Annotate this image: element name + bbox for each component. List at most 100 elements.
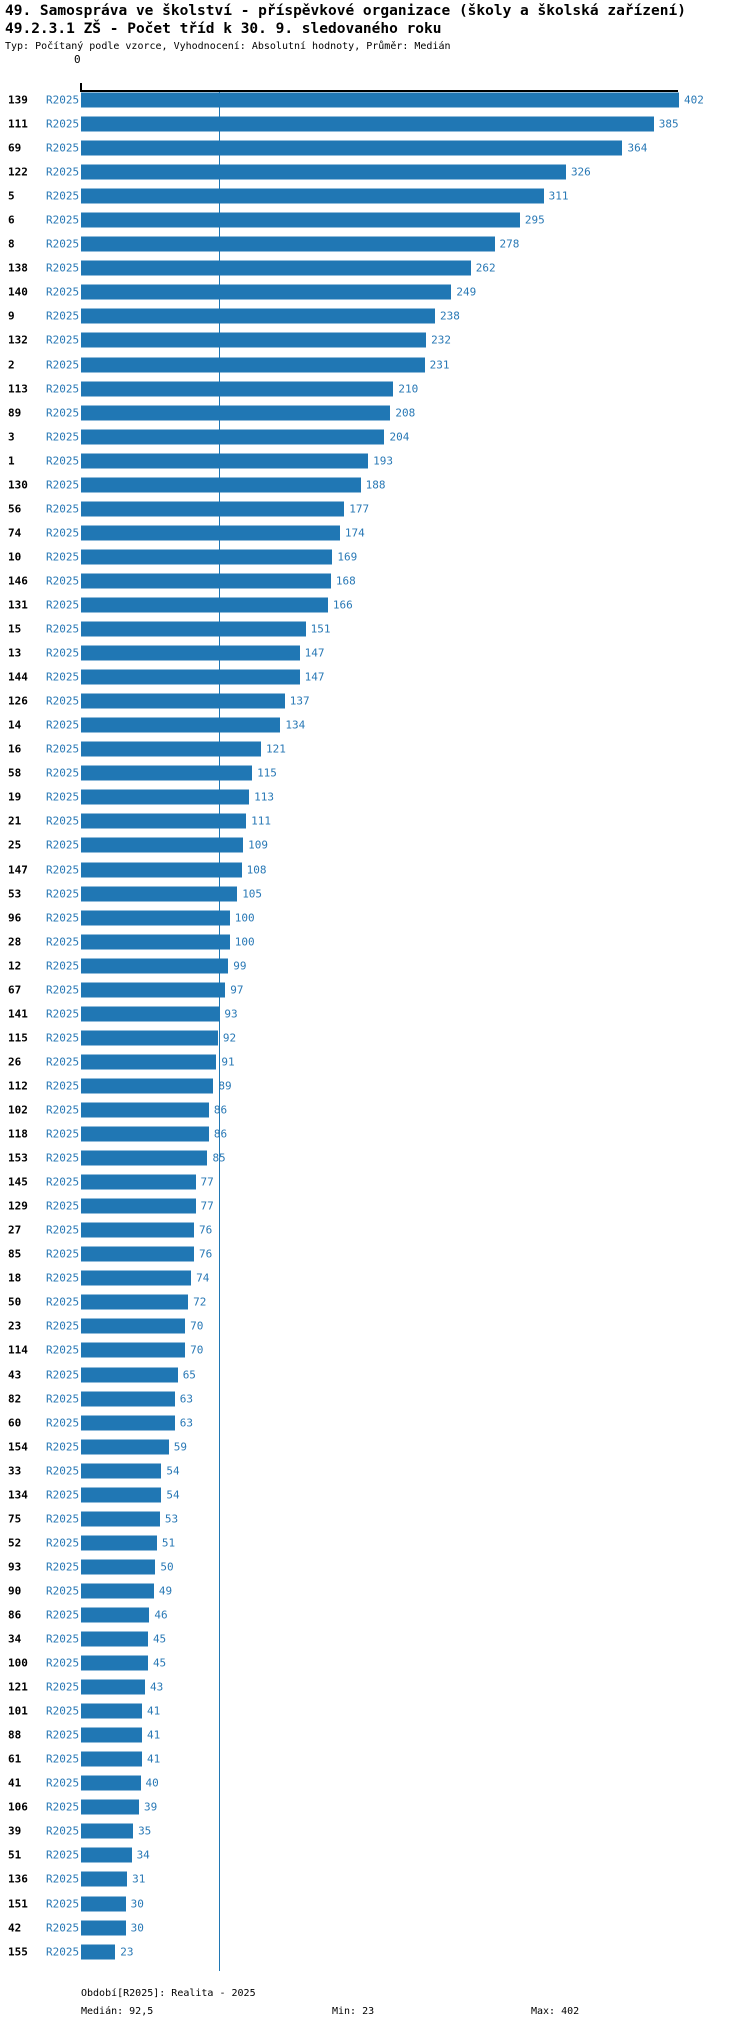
bar-row: 43 R2025 65 <box>0 1362 750 1386</box>
row-series-label: R2025 <box>46 1921 80 1935</box>
row-category-label: 16 <box>8 742 22 756</box>
bar-value-label: 134 <box>285 718 306 732</box>
row-category-label: 43 <box>8 1368 22 1381</box>
x-axis-line <box>80 90 678 92</box>
bar-row: 10 R2025 169 <box>0 545 750 569</box>
row-category-label: 154 <box>8 1440 28 1454</box>
bar-value-label: 76 <box>199 1223 213 1237</box>
row-series-label: R2025 <box>46 1368 80 1381</box>
bar-row: 102 R2025 86 <box>0 1098 750 1122</box>
bar <box>81 1222 195 1238</box>
bar-value-label: 39 <box>144 1800 158 1814</box>
row-category-label: 126 <box>8 694 28 708</box>
bar <box>81 1270 192 1286</box>
bar-row: 112 R2025 89 <box>0 1074 750 1098</box>
bar-value-label: 59 <box>173 1440 188 1454</box>
row-category-label: 58 <box>8 766 22 780</box>
bar <box>81 1102 209 1118</box>
bar <box>81 597 328 613</box>
row-series-label: R2025 <box>46 1656 80 1670</box>
row-category-label: 121 <box>8 1680 28 1694</box>
row-category-label: 12 <box>8 959 22 973</box>
row-category-label: 41 <box>8 1776 22 1790</box>
row-category-label: 88 <box>8 1728 22 1742</box>
row-category-label: 34 <box>8 1632 22 1646</box>
bar <box>81 1896 126 1912</box>
row-series-label: R2025 <box>46 1776 80 1790</box>
bar-row: 14 R2025 134 <box>0 713 750 737</box>
bar-value-label: 63 <box>179 1392 193 1406</box>
bar <box>81 1920 126 1936</box>
row-category-label: 131 <box>8 598 28 612</box>
row-series-label: R2025 <box>46 1247 80 1261</box>
bar-row: 131 R2025 166 <box>0 593 750 617</box>
bar-value-label: 85 <box>212 1151 226 1165</box>
bar <box>81 1030 218 1046</box>
row-series-label: R2025 <box>46 1872 80 1886</box>
row-series-label: R2025 <box>46 1055 80 1069</box>
row-category-label: 61 <box>8 1752 22 1766</box>
bar-value-label: 77 <box>200 1175 214 1189</box>
bar-value-label: 278 <box>499 237 520 251</box>
row-series-label: R2025 <box>46 911 80 925</box>
row-category-label: 15 <box>8 622 22 636</box>
row-category-label: 140 <box>8 285 28 299</box>
bar <box>81 886 238 902</box>
bar <box>81 1198 196 1214</box>
row-series-label: R2025 <box>46 1945 80 1959</box>
row-category-label: 118 <box>8 1127 28 1141</box>
row-series-label: R2025 <box>46 1199 80 1213</box>
bar-rows: 139 R2025 402 111 R2025 385 69 R2025 364… <box>0 88 750 1964</box>
bar-row: 15 R2025 151 <box>0 617 750 641</box>
row-series-label: R2025 <box>46 1416 80 1430</box>
bar-value-label: 108 <box>246 863 267 877</box>
bar-value-label: 41 <box>146 1728 161 1742</box>
row-series-label: R2025 <box>46 742 80 756</box>
bar-value-label: 188 <box>365 478 386 492</box>
row-category-label: 145 <box>8 1175 28 1189</box>
row-category-label: 115 <box>8 1031 28 1045</box>
row-series-label: R2025 <box>46 1151 80 1165</box>
bar-row: 67 R2025 97 <box>0 978 750 1002</box>
row-series-label: R2025 <box>46 1704 80 1718</box>
row-series-label: R2025 <box>46 454 80 468</box>
row-series-label: R2025 <box>46 838 80 852</box>
bar <box>81 549 333 565</box>
row-category-label: 138 <box>8 261 28 275</box>
bar <box>81 1318 186 1334</box>
bar-value-label: 92 <box>222 1031 237 1045</box>
row-category-label: 130 <box>8 478 28 492</box>
bar-row: 93 R2025 50 <box>0 1555 750 1579</box>
row-series-label: R2025 <box>46 526 80 540</box>
row-series-label: R2025 <box>46 1295 80 1309</box>
bar-row: 115 R2025 92 <box>0 1026 750 1050</box>
row-category-label: 5 <box>8 189 15 203</box>
bar-row: 58 R2025 115 <box>0 761 750 785</box>
bar-value-label: 147 <box>304 670 325 684</box>
row-series-label: R2025 <box>46 983 80 997</box>
bar <box>81 1655 148 1671</box>
bar <box>81 1871 128 1887</box>
bar <box>81 236 495 252</box>
row-series-label: R2025 <box>46 165 80 179</box>
row-category-label: 28 <box>8 935 22 949</box>
bar <box>81 789 250 805</box>
row-series-label: R2025 <box>46 93 80 107</box>
bar-value-label: 151 <box>310 622 331 636</box>
row-category-label: 26 <box>8 1055 22 1069</box>
row-category-label: 67 <box>8 983 22 997</box>
bar-row: 146 R2025 168 <box>0 569 750 593</box>
row-series-label: R2025 <box>46 622 80 636</box>
bar-row: 34 R2025 45 <box>0 1627 750 1651</box>
bar-row: 155 R2025 23 <box>0 1940 750 1964</box>
bar <box>81 501 345 517</box>
bar-value-label: 99 <box>233 959 247 973</box>
bar-row: 12 R2025 99 <box>0 954 750 978</box>
row-category-label: 50 <box>8 1295 22 1309</box>
row-series-label: R2025 <box>46 1440 80 1454</box>
bar-row: 19 R2025 113 <box>0 785 750 809</box>
bar-value-label: 100 <box>234 935 255 949</box>
bar-value-label: 45 <box>152 1656 167 1670</box>
bar <box>81 308 436 324</box>
